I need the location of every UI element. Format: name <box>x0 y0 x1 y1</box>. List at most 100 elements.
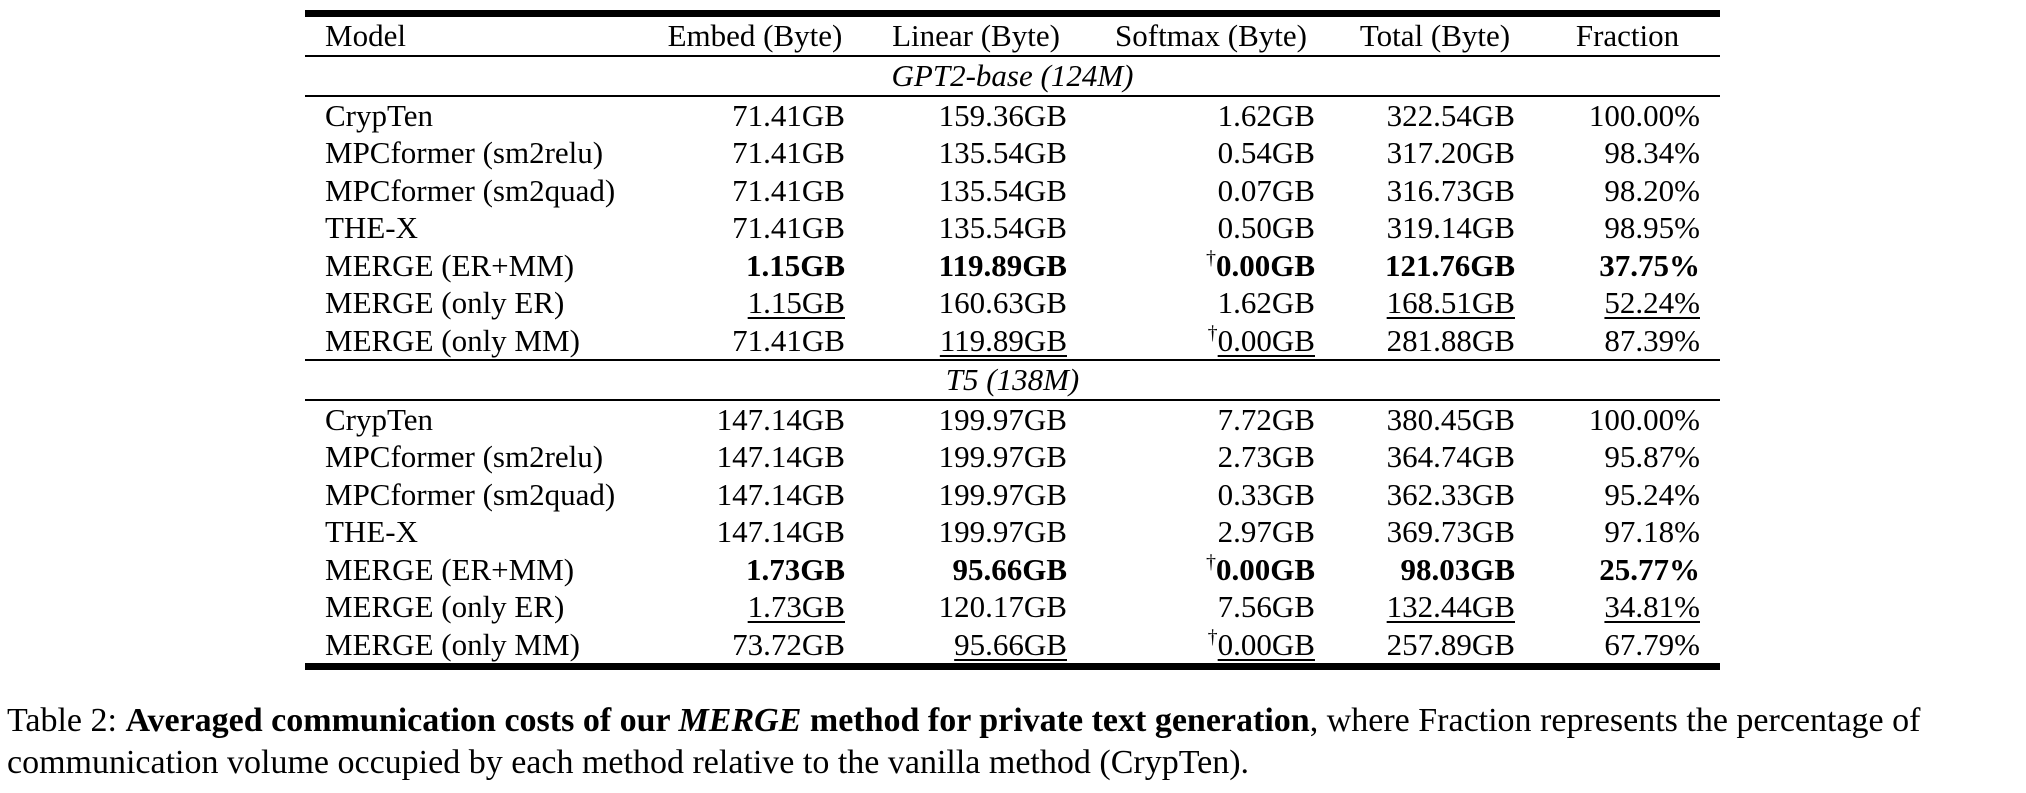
cell-model: MERGE (only MM) <box>305 625 645 670</box>
cell-softmax: 0.07GB <box>1217 172 1315 208</box>
softmax-value: 0.00GB <box>1217 626 1315 662</box>
softmax-value: 0.00GB <box>1215 551 1315 587</box>
cell-softmax: †0.00GB <box>1087 625 1335 670</box>
header-embed: Embed (Byte) <box>645 10 865 57</box>
cell-softmax: 2.97GB <box>1217 514 1315 549</box>
cell-softmax: 7.56GB <box>1217 589 1315 624</box>
linear-value: 119.89GB <box>939 322 1067 358</box>
cell-total: 369.73GB <box>1386 514 1515 549</box>
cell-fraction: 97.18% <box>1604 514 1700 549</box>
cell-fraction: 34.81% <box>1535 588 1720 626</box>
cell-total: 317.20GB <box>1386 135 1515 170</box>
cell-embed: 71.41GB <box>732 210 845 245</box>
cell-total: 380.45GB <box>1386 401 1515 437</box>
table-row: MPCformer (sm2quad) 71.41GB 135.54GB 0.0… <box>305 172 1720 210</box>
caption-rest: , where Fraction represents the percenta… <box>7 702 1921 781</box>
cell-embed: 1.15GB <box>745 247 845 283</box>
section-row: GPT2-base (124M) <box>305 56 1720 97</box>
cell-model: MPCformer (sm2relu) <box>325 135 604 170</box>
cell-linear: 95.66GB <box>952 551 1067 587</box>
table-row: CrypTen 71.41GB 159.36GB 1.62GB 322.54GB… <box>305 96 1720 135</box>
softmax-value: 0.00GB <box>1217 322 1315 358</box>
dagger-mark: † <box>1205 246 1216 269</box>
cell-linear: 95.66GB <box>865 625 1087 670</box>
cell-softmax: †0.00GB <box>1087 551 1335 589</box>
cell-embed: 71.41GB <box>645 321 865 361</box>
cell-embed: 71.41GB <box>732 135 845 170</box>
cell-model: THE-X <box>325 210 418 245</box>
cell-linear: 119.89GB <box>938 247 1067 283</box>
cell-linear: 120.17GB <box>938 589 1067 624</box>
table-row: MERGE (only MM) 71.41GB 119.89GB †0.00GB… <box>305 321 1720 361</box>
header-model: Model <box>305 10 645 57</box>
cell-embed: 147.14GB <box>716 439 845 474</box>
table-row: MERGE (only ER) 1.15GB 160.63GB 1.62GB 1… <box>305 284 1720 322</box>
header-row: Model Embed (Byte) Linear (Byte) Softmax… <box>305 10 1720 57</box>
cell-total: 362.33GB <box>1386 476 1515 512</box>
softmax-value: 0.00GB <box>1215 247 1315 283</box>
cell-model: MERGE (ER+MM) <box>325 551 575 587</box>
caption-method-name: MERGE <box>678 702 802 739</box>
cell-fraction: 98.20% <box>1604 172 1700 208</box>
header-linear: Linear (Byte) <box>865 10 1087 57</box>
cell-fraction: 98.95% <box>1604 210 1700 245</box>
cell-model: MERGE (only MM) <box>305 321 645 361</box>
cell-softmax: 0.50GB <box>1217 210 1315 245</box>
table-row: MPCformer (sm2quad) 147.14GB 199.97GB 0.… <box>305 476 1720 514</box>
cell-total: 98.03GB <box>1400 551 1515 587</box>
section-row: T5 (138M) <box>305 360 1720 401</box>
cell-total: 364.74GB <box>1386 439 1515 474</box>
header-total: Total (Byte) <box>1335 10 1535 57</box>
cell-softmax: †0.00GB <box>1087 321 1335 361</box>
cell-fraction: 67.79% <box>1535 625 1720 670</box>
section-t5: T5 (138M) CrypTen 147.14GB 199.97GB 7.72… <box>305 360 1720 670</box>
cell-fraction: 98.34% <box>1604 135 1700 170</box>
table-row: MPCformer (sm2relu) 147.14GB 199.97GB 2.… <box>305 438 1720 476</box>
cell-softmax: 0.33GB <box>1217 476 1315 512</box>
caption-label: Table 2: <box>7 702 126 739</box>
section-label-gpt2: GPT2-base (124M) <box>305 56 1720 97</box>
cell-total: 121.76GB <box>1384 247 1515 283</box>
caption-bold-a: Averaged communication costs of our <box>125 702 679 739</box>
cell-softmax: 2.73GB <box>1217 439 1315 474</box>
dagger-mark: † <box>1205 550 1216 573</box>
cell-softmax: 1.62GB <box>1217 97 1315 133</box>
cell-linear: 199.97GB <box>938 476 1067 512</box>
cell-linear: 135.54GB <box>938 210 1067 245</box>
cell-model: MERGE (only ER) <box>325 589 565 624</box>
total-value: 168.51GB <box>1386 285 1515 320</box>
section-label-t5: T5 (138M) <box>305 360 1720 401</box>
cell-embed: 147.14GB <box>716 401 845 437</box>
cell-model: MERGE (ER+MM) <box>325 247 575 283</box>
table-caption: Table 2: Averaged communication costs of… <box>7 700 2022 784</box>
table-row: MERGE (ER+MM) 1.15GB 119.89GB †0.00GB 12… <box>305 247 1720 285</box>
cell-fraction: 37.75% <box>1599 247 1700 283</box>
cell-embed: 1.73GB <box>645 588 865 626</box>
cell-model: CrypTen <box>325 401 434 437</box>
cell-fraction: 95.24% <box>1604 476 1700 512</box>
caption-bold-b: method for private text generation <box>801 702 1310 739</box>
cell-linear: 199.97GB <box>938 401 1067 437</box>
table-row: MPCformer (sm2relu) 71.41GB 135.54GB 0.5… <box>305 134 1720 172</box>
dagger-mark: † <box>1207 321 1218 344</box>
table-row: CrypTen 147.14GB 199.97GB 7.72GB 380.45G… <box>305 400 1720 439</box>
cell-total: 168.51GB <box>1335 284 1535 322</box>
embed-value: 1.73GB <box>747 589 845 624</box>
cell-softmax: 1.62GB <box>1217 285 1315 320</box>
table-row: MERGE (ER+MM) 1.73GB 95.66GB †0.00GB 98.… <box>305 551 1720 589</box>
cell-model: MPCformer (sm2relu) <box>325 439 604 474</box>
cell-total: 257.89GB <box>1335 625 1535 670</box>
cell-linear: 135.54GB <box>938 135 1067 170</box>
results-table-container: Model Embed (Byte) Linear (Byte) Softmax… <box>305 10 1720 670</box>
cell-fraction: 100.00% <box>1588 401 1700 437</box>
dagger-mark: † <box>1207 625 1218 648</box>
table-row: MERGE (only MM) 73.72GB 95.66GB †0.00GB … <box>305 625 1720 670</box>
section-gpt2: GPT2-base (124M) CrypTen 71.41GB 159.36G… <box>305 56 1720 361</box>
cell-total: 322.54GB <box>1386 97 1515 133</box>
total-value: 132.44GB <box>1386 589 1515 624</box>
cell-fraction: 25.77% <box>1599 551 1700 587</box>
fraction-value: 34.81% <box>1604 589 1700 624</box>
cell-softmax: †0.00GB <box>1087 247 1335 285</box>
cell-fraction: 95.87% <box>1604 439 1700 474</box>
table-row: THE-X 147.14GB 199.97GB 2.97GB 369.73GB … <box>305 513 1720 551</box>
